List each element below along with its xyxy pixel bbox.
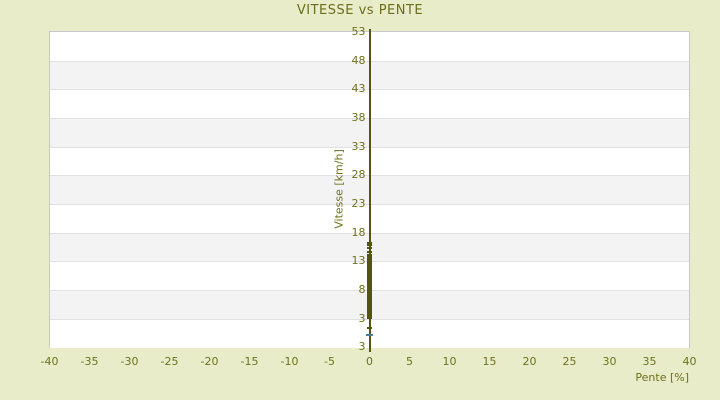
x-tick-label: 30 — [602, 355, 617, 368]
x-tick-label: 10 — [442, 355, 457, 368]
y-tick-label: 3 — [358, 311, 366, 325]
y-tick-label-bottom: 3 — [358, 340, 366, 354]
scatter-point — [367, 253, 372, 256]
y-axis-line — [368, 29, 371, 352]
x-tick-label: -25 — [160, 355, 179, 368]
x-tick-label: -20 — [200, 355, 219, 368]
x-tick-label: -35 — [80, 355, 99, 368]
x-tick-label: -15 — [240, 355, 259, 368]
x-tick-label: 25 — [562, 355, 577, 368]
x-tick-label: -40 — [40, 355, 59, 368]
scatter-point — [367, 241, 372, 244]
x-tick-label: 40 — [682, 355, 697, 368]
y-tick-label: 33 — [351, 139, 366, 153]
x-tick-label: 5 — [406, 355, 413, 368]
scatter-dense-cluster — [367, 256, 372, 319]
y-tick-label: 53 — [351, 25, 366, 38]
y-tick-label: 28 — [351, 168, 366, 182]
x-tick-label: 35 — [642, 355, 657, 368]
y-tick-label: 23 — [351, 196, 366, 210]
scatter-point — [367, 244, 372, 247]
scatter-point — [367, 247, 372, 250]
y-tick-label: 43 — [351, 82, 366, 96]
x-axis-title: Pente [%] — [635, 371, 689, 384]
x-tick-label: -5 — [324, 355, 335, 368]
y-tick-label: 38 — [351, 110, 366, 124]
scatter-point — [366, 333, 373, 336]
x-tick-label: -10 — [280, 355, 299, 368]
x-tick-label: 20 — [522, 355, 537, 368]
y-tick-label: 18 — [351, 225, 366, 239]
y-tick-label: 8 — [358, 282, 366, 296]
chart-title: VITESSE vs PENTE — [296, 3, 424, 18]
y-tick-label: 48 — [351, 53, 366, 67]
y-axis-title: Vitesse [km/h] — [332, 149, 346, 229]
scatter-point — [367, 250, 372, 253]
x-tick-label: -30 — [120, 355, 139, 368]
x-tick-label: 15 — [482, 355, 497, 368]
x-tick-label: 0 — [366, 355, 373, 368]
scatter-point — [367, 327, 372, 330]
y-tick-label: 13 — [351, 254, 366, 268]
